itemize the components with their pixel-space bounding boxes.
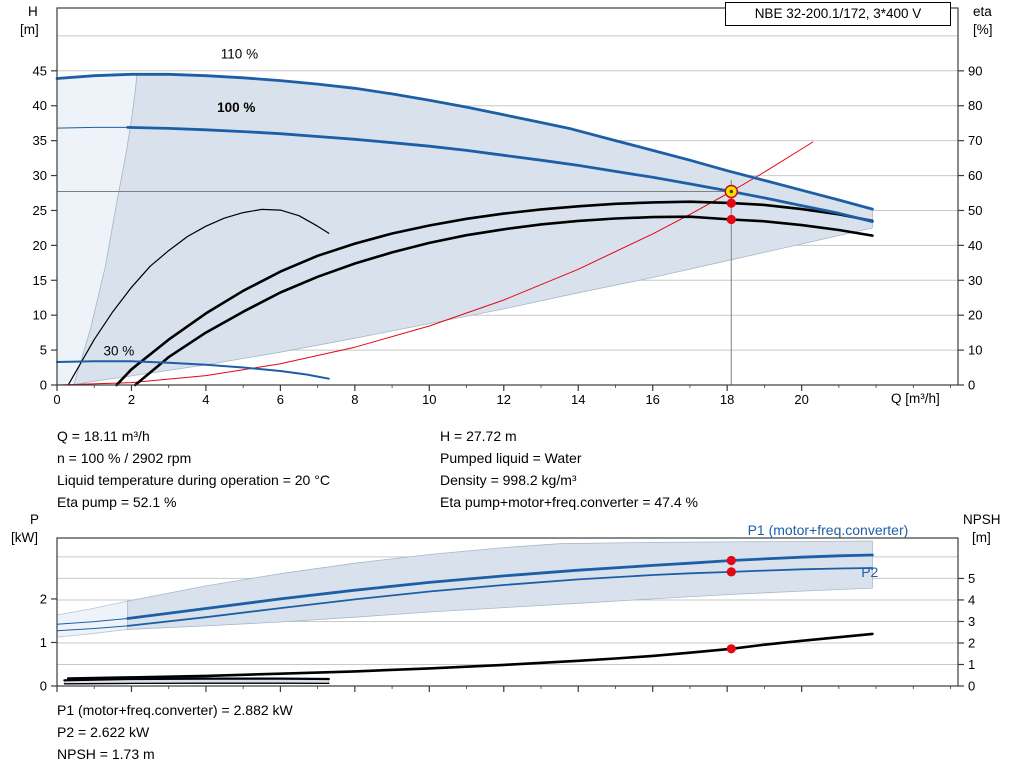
- y-tick-label: 0: [40, 679, 47, 694]
- y-axis-label-npsh: NPSH: [963, 512, 1001, 527]
- info-speed: n = 100 % / 2902 rpm: [57, 450, 192, 466]
- part-load-power-lower: [63, 682, 330, 685]
- y-tick-label: 45: [33, 63, 47, 78]
- y-tick-label: 0: [40, 378, 47, 393]
- operating-envelope: [73, 73, 873, 386]
- y-tick-label: 40: [968, 238, 982, 253]
- y-tick-label: 5: [968, 571, 975, 586]
- x-tick-label: 0: [53, 392, 60, 407]
- info-density: Density = 998.2 kg/m³: [440, 472, 577, 488]
- p2-point: [726, 567, 736, 577]
- y-axis-unit-m: [m]: [20, 22, 39, 37]
- label-100pct: 100 %: [217, 100, 255, 115]
- x-tick-label: 10: [422, 392, 436, 407]
- y-tick-label: 10: [968, 343, 982, 358]
- npsh-curve: [66, 632, 874, 680]
- x-tick-label: 20: [794, 392, 808, 407]
- x-tick-label: 12: [497, 392, 511, 407]
- x-tick-label: 14: [571, 392, 585, 407]
- info-npsh: NPSH = 1.73 m: [57, 746, 155, 762]
- label-p2: P2: [861, 564, 878, 580]
- x-tick-label: 18: [720, 392, 734, 407]
- y-axis-label-p: P: [30, 512, 40, 527]
- x-tick-label: 6: [277, 392, 284, 407]
- affinity-parabola: [56, 141, 814, 386]
- info-pumped-liquid: Pumped liquid = Water: [440, 450, 582, 466]
- y-axis-unit-pct: [%]: [973, 22, 993, 37]
- plot-frame: [56, 7, 959, 386]
- y-tick-label: 0: [968, 378, 975, 393]
- y-tick-label: 20: [33, 238, 47, 253]
- duty-point-center: [729, 189, 734, 194]
- p1-curve: [126, 553, 874, 620]
- y-tick-label: 2: [40, 591, 47, 606]
- info-eta-total: Eta pump+motor+freq.converter = 47.4 %: [440, 494, 698, 510]
- head-curve-110: [55, 72, 874, 211]
- eta-pump-curve: [115, 200, 874, 387]
- y-tick-label: 1: [968, 657, 975, 672]
- part-load-power-upper: [63, 677, 330, 682]
- y-tick-label: 2: [968, 635, 975, 650]
- eta-pump-point: [726, 198, 736, 208]
- label-p1: P1 (motor+freq.converter): [748, 522, 909, 538]
- y-tick-label: 5: [40, 343, 47, 358]
- y-tick-label: 35: [33, 133, 47, 148]
- y-tick-label: 4: [968, 592, 975, 607]
- y-tick-label: 30: [33, 168, 47, 183]
- p1-point: [726, 555, 736, 566]
- y-tick-label: 80: [968, 98, 982, 113]
- y-tick-label: 15: [33, 273, 47, 288]
- info-liquid-temp: Liquid temperature during operation = 20…: [57, 472, 330, 488]
- duty-info-right: H = 27.72 m Pumped liquid = Water Densit…: [440, 425, 698, 513]
- y-tick-label: 1: [40, 635, 47, 650]
- head-curve-100: [126, 126, 874, 224]
- duty-info-left: Q = 18.11 m³/h n = 100 % / 2902 rpm Liqu…: [57, 425, 330, 513]
- y-axis-unit-kw: [kW]: [11, 530, 38, 545]
- info-p2: P2 = 2.622 kW: [57, 724, 150, 740]
- x-tick-label: 2: [128, 392, 135, 407]
- y-tick-label: 70: [968, 133, 982, 148]
- y-axis-unit-npsh-m: [m]: [972, 530, 991, 545]
- y-tick-label: 40: [33, 98, 47, 113]
- y-tick-label: 3: [968, 614, 975, 629]
- x-tick-label: 4: [202, 392, 209, 407]
- pump-model-title: NBE 32-200.1/172, 3*400 V: [725, 2, 951, 26]
- plot-frame: [56, 537, 959, 687]
- y-tick-label: 20: [968, 308, 982, 323]
- info-p1: P1 (motor+freq.converter) = 2.882 kW: [57, 702, 293, 718]
- y-tick-label: 0: [968, 679, 975, 694]
- y-tick-label: 30: [968, 273, 982, 288]
- label-110pct: 110 %: [221, 46, 258, 61]
- power-info: P1 (motor+freq.converter) = 2.882 kW P2 …: [57, 699, 293, 765]
- info-flow: Q = 18.11 m³/h: [57, 428, 150, 444]
- head-curve-100-ext: [56, 126, 129, 129]
- eta-curve-part-load: [67, 208, 330, 386]
- y-tick-label: 10: [33, 308, 47, 323]
- label-30pct: 30 %: [104, 344, 135, 359]
- y-tick-label: 60: [968, 168, 982, 183]
- y-axis-label-eta: eta: [973, 4, 992, 19]
- info-eta-pump: Eta pump = 52.1 %: [57, 494, 177, 510]
- head-curve-30: [56, 360, 330, 380]
- x-tick-label: 8: [351, 392, 358, 407]
- y-tick-label: 50: [968, 203, 982, 218]
- npsh-point: [726, 644, 736, 654]
- info-head: H = 27.72 m: [440, 428, 517, 444]
- p2-curve-ext: [56, 625, 129, 632]
- p1-curve-ext: [56, 618, 129, 625]
- p2-curve: [126, 567, 874, 627]
- y-tick-label: 25: [33, 203, 47, 218]
- x-axis-label-q: Q [m³/h]: [891, 391, 940, 406]
- eta-total-curve: [133, 215, 874, 387]
- x-tick-label: 16: [645, 392, 659, 407]
- y-axis-label-h: H: [28, 4, 38, 19]
- eta-total-point: [726, 214, 736, 225]
- y-tick-label: 90: [968, 63, 982, 78]
